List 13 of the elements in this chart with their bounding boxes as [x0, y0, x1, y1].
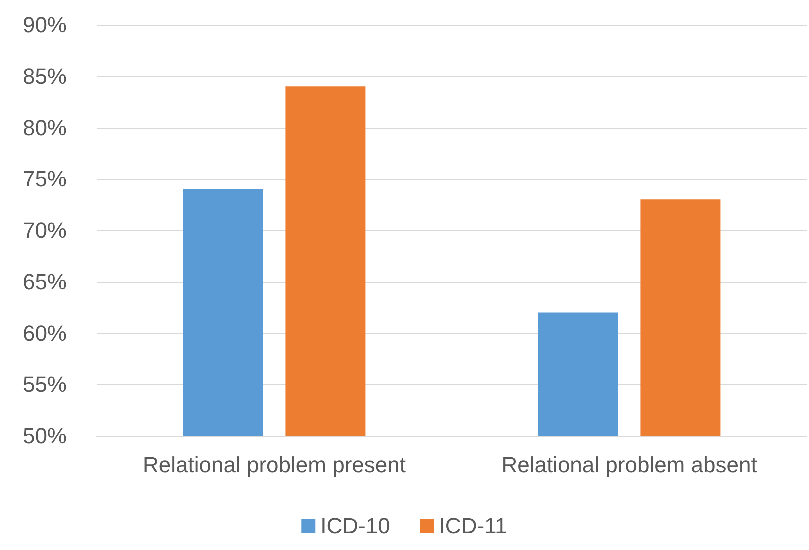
legend-label: ICD-11: [439, 514, 508, 538]
y-tick-label: 75%: [22, 166, 67, 192]
y-tick-label: 85%: [22, 64, 67, 89]
y-tick-label: 50%: [22, 424, 67, 448]
y-tick-label: 80%: [22, 115, 67, 140]
x-tick-label: Relational problem present: [143, 452, 406, 478]
legend-label: ICD-10: [320, 514, 390, 538]
y-tick-label: 70%: [22, 218, 67, 243]
y-tick-label: 55%: [22, 372, 67, 398]
y-tick-label: 90%: [22, 12, 67, 38]
y-tick-label: 65%: [22, 269, 67, 294]
x-tick-label: Relational problem absent: [502, 452, 758, 478]
y-tick-label: 60%: [22, 320, 67, 346]
